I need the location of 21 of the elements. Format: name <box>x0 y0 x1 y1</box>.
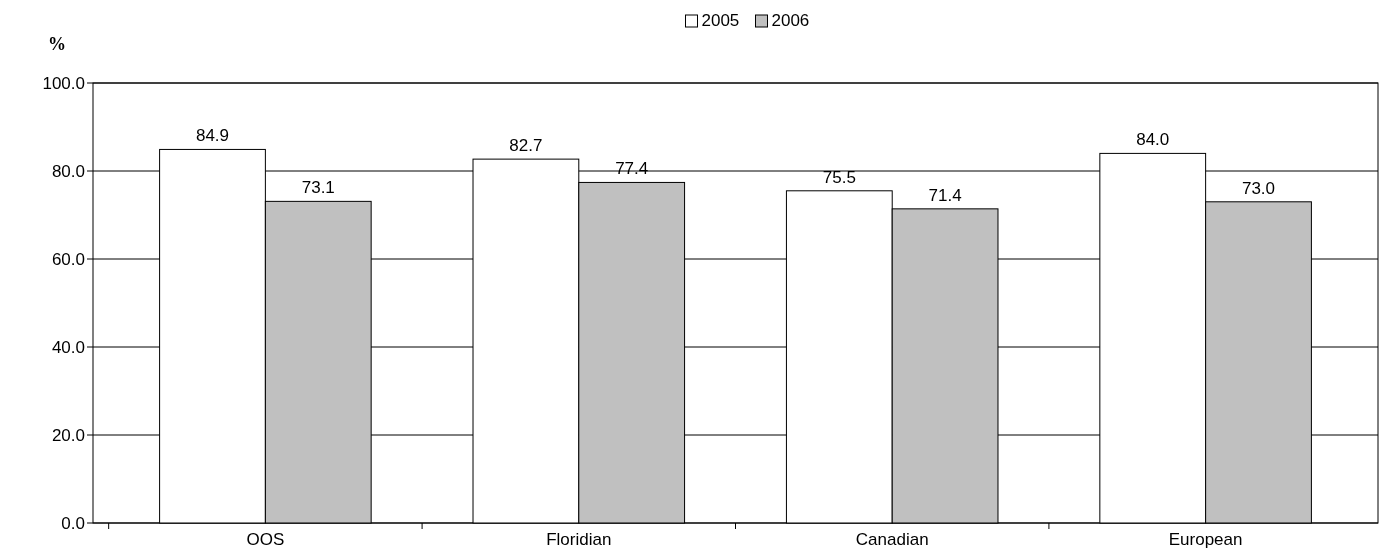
y-tick-label: 80.0 <box>51 161 85 181</box>
data-label: 73.0 <box>1241 178 1276 198</box>
data-label: 77.4 <box>615 159 649 179</box>
x-tick-label: Floridian <box>546 530 612 549</box>
x-tick-label: Canadian <box>855 530 929 549</box>
x-tick-label: OOS <box>246 530 285 549</box>
y-tick-label: 0.0 <box>61 513 85 533</box>
data-label: 82.7 <box>509 136 543 156</box>
legend-label: 2005 <box>701 11 740 30</box>
y-tick-label: 60.0 <box>51 249 85 269</box>
data-label: 75.5 <box>822 167 856 187</box>
data-label: 84.0 <box>1136 130 1170 150</box>
x-tick-label: European <box>1168 530 1243 549</box>
data-label: 71.4 <box>928 185 962 205</box>
y-axis-title: % <box>48 34 66 54</box>
data-label: 73.1 <box>301 178 335 198</box>
y-tick-label: 40.0 <box>51 337 85 357</box>
y-tick-label: 100.0 <box>42 73 85 93</box>
y-tick-label: 20.0 <box>51 425 85 445</box>
legend-label: 2006 <box>771 11 810 30</box>
data-label: 84.9 <box>195 126 230 146</box>
